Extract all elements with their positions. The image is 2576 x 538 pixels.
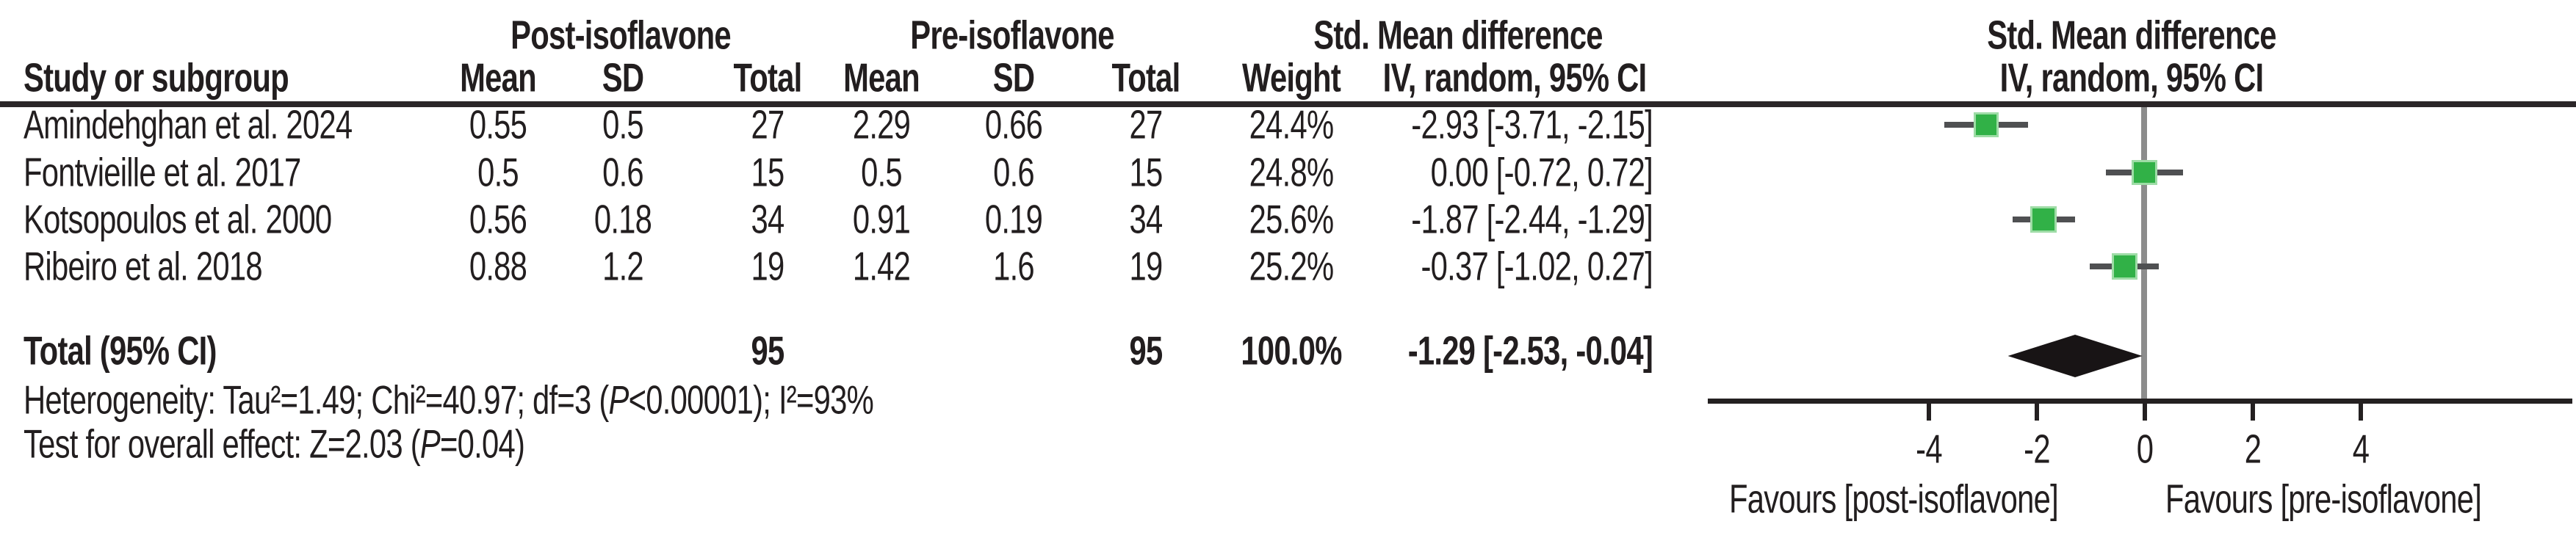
axis-tick-label: 0: [2136, 426, 2153, 472]
cell-post-sd: 0.5: [602, 101, 644, 148]
axis-tick-label: 2: [2244, 426, 2261, 472]
axis-tick: [1926, 404, 1931, 421]
favours-left-label: Favours [post-isoflavone]: [1729, 476, 2059, 522]
cell-smd-ci: 0.00 [-0.72, 0.72]: [1430, 149, 1653, 195]
cell-pre-mean: 0.91: [852, 196, 911, 242]
cell-post-mean: 0.56: [469, 196, 527, 242]
cell-post-sd: 1.2: [602, 243, 644, 289]
heterogeneity-suffix: <0.00001); I²=93%: [628, 377, 874, 423]
cell-post-total: 27: [751, 101, 785, 148]
cell-pre-sd: 0.19: [984, 196, 1043, 242]
cell-pre-mean: 2.29: [852, 101, 911, 148]
axis-tick: [2142, 404, 2147, 421]
cell-weight: 25.6%: [1249, 196, 1334, 242]
cell-post-mean: 0.88: [469, 243, 527, 289]
study-marker: [2032, 208, 2054, 230]
col-header-weight: Weight: [1242, 54, 1341, 101]
axis-tick-label: -4: [1915, 426, 1942, 472]
cell-pre-total: 27: [1129, 101, 1163, 148]
cell-post-mean: 0.55: [469, 101, 527, 148]
cell-weight: 24.8%: [1249, 149, 1334, 195]
col-header-iv-table: IV, random, 95% CI: [1382, 54, 1648, 101]
group-header-smd-plot: Std. Mean difference: [1987, 12, 2276, 58]
col-header-post-total: Total: [733, 54, 803, 101]
cell-smd-ci: -2.93 [-3.71, -2.15]: [1411, 101, 1653, 148]
cell-study: Amindehghan et al. 2024: [24, 101, 353, 148]
cell-pre-sd: 0.66: [984, 101, 1043, 148]
p-symbol: P: [608, 377, 629, 423]
study-marker: [2113, 255, 2135, 277]
axis-tick-label: -2: [2023, 426, 2050, 472]
cell-pre-total: 19: [1129, 243, 1163, 289]
cell-pre-total: 15: [1129, 149, 1163, 195]
axis-tick: [2250, 404, 2255, 421]
group-header-pre-isoflavone: Pre-isoflavone: [910, 12, 1114, 58]
total-pre-total: 95: [1129, 327, 1163, 374]
total-label: Total (95% CI): [24, 327, 217, 374]
zero-reference-line: [2141, 107, 2147, 399]
heterogeneity-line: Heterogeneity: Tau²=1.49; Chi²=40.97; df…: [24, 377, 874, 423]
x-axis-line: [1708, 399, 2572, 404]
cell-post-sd: 0.6: [602, 149, 644, 195]
p-symbol: P: [419, 421, 441, 467]
cell-post-total: 19: [751, 243, 785, 289]
col-header-post-sd: SD: [602, 54, 644, 101]
col-header-post-mean: Mean: [460, 54, 537, 101]
col-header-pre-mean: Mean: [843, 54, 920, 101]
cell-pre-total: 34: [1129, 196, 1163, 242]
study-marker: [2134, 161, 2155, 183]
axis-tick: [2034, 404, 2039, 421]
study-marker: [1975, 114, 1997, 136]
axis-tick: [2358, 404, 2363, 421]
overall-effect-line: Test for overall effect: Z=2.03 (P=0.04): [24, 421, 525, 467]
cell-pre-mean: 0.5: [861, 149, 903, 195]
header-rule: [0, 101, 2576, 107]
axis-tick-label: 4: [2352, 426, 2369, 472]
cell-smd-ci: -0.37 [-1.02, 0.27]: [1421, 243, 1653, 289]
favours-right-label: Favours [pre-isoflavone]: [2165, 476, 2482, 522]
col-header-pre-total: Total: [1111, 54, 1181, 101]
cell-weight: 25.2%: [1249, 243, 1334, 289]
summary-diamond: [2007, 335, 2143, 377]
cell-pre-mean: 1.42: [852, 243, 911, 289]
group-header-post-isoflavone: Post-isoflavone: [510, 12, 732, 58]
heterogeneity-prefix: Heterogeneity: Tau²=1.49; Chi²=40.97; df…: [24, 377, 609, 423]
cell-post-total: 15: [751, 149, 785, 195]
cell-study: Kotsopoulos et al. 2000: [24, 196, 332, 242]
col-header-iv-plot: IV, random, 95% CI: [1999, 54, 2265, 101]
cell-study: Fontvieille et al. 2017: [24, 149, 301, 195]
effect-prefix: Test for overall effect: Z=2.03 (: [24, 421, 421, 467]
cell-smd-ci: -1.87 [-2.44, -1.29]: [1411, 196, 1653, 242]
cell-post-total: 34: [751, 196, 785, 242]
total-weight: 100.0%: [1241, 327, 1342, 374]
col-header-pre-sd: SD: [992, 54, 1035, 101]
cell-pre-sd: 0.6: [993, 149, 1035, 195]
cell-pre-sd: 1.6: [993, 243, 1035, 289]
group-header-smd-table: Std. Mean difference: [1313, 12, 1603, 58]
cell-post-sd: 0.18: [594, 196, 652, 242]
total-post-total: 95: [751, 327, 785, 374]
cell-weight: 24.4%: [1249, 101, 1334, 148]
effect-suffix: =0.04): [439, 421, 525, 467]
total-smd-ci: -1.29 [-2.53, -0.04]: [1407, 327, 1653, 374]
cell-study: Ribeiro et al. 2018: [24, 243, 263, 289]
col-header-study: Study or subgroup: [24, 54, 289, 101]
cell-post-mean: 0.5: [477, 149, 519, 195]
